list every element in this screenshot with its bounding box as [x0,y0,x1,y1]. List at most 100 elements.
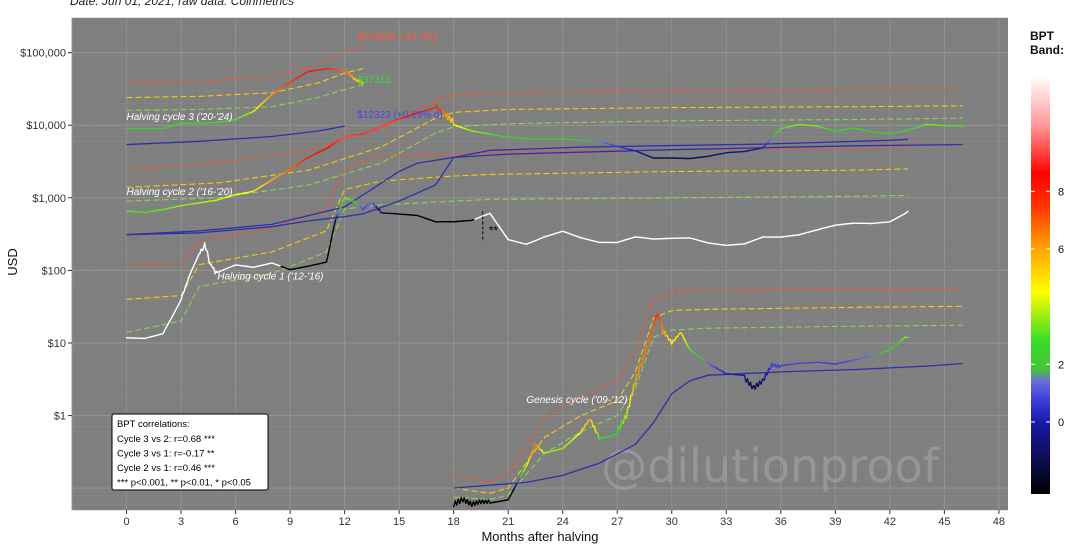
x-tick-label: 6 [233,516,239,528]
x-tick-label: 48 [993,516,1005,528]
x-tick-label: 15 [393,516,405,528]
price-segment [625,406,629,419]
price-lines [125,68,964,508]
price-segment [768,137,773,143]
x-axis: 0 3 6 9 12 15 18 21 24 27 30 33 36 39 42 45 48 [123,510,1005,528]
price-segment [590,420,594,428]
band-line [453,305,963,494]
price-segment [593,426,597,434]
price-segment [610,143,618,148]
price-segment [183,285,187,293]
price-segment [495,221,500,228]
cycle-labels: Halving cycle 3 ('20-'24) Halving cycle 2… [127,112,628,406]
marker-text: ** [489,223,499,237]
price-annotations: $37313 $103685 (-64.0%) $12323 (+0.19% d) [357,32,442,121]
price-segment [340,199,344,207]
price-segment [643,346,647,358]
price-segment [333,219,337,228]
price-segment [337,207,341,214]
significance-marker: ** [482,211,499,242]
price-segment [763,373,767,381]
price-segment [328,239,332,249]
x-tick-label: 21 [502,516,514,528]
band-line [453,288,963,483]
price-segment [203,242,207,250]
price-segment [592,140,600,143]
price-annotation: $103685 (-64.0%) [357,32,437,43]
price-segment [746,378,750,386]
cycle-label: Halving cycle 3 ('20-'24) [127,112,233,123]
cycle-label: Halving cycle 1 ('12-'16) [217,271,323,282]
price-segment [653,319,656,327]
band-line [126,168,909,300]
base-line [453,362,963,489]
x-tick-label: 18 [448,516,460,528]
price-segment [501,230,506,237]
price-segment [580,139,588,142]
correlation-line: Cycle 3 vs 2: r=0.68 *** [117,434,215,445]
legend-tick-label: 0 [1058,417,1064,429]
chart-subtitle: Date: Jun 01, 2021, raw data: Coinmetric… [70,0,295,8]
price-segment [325,254,329,263]
price-segment [498,225,503,232]
price-segment [663,330,667,337]
x-tick-label: 3 [178,516,184,528]
price-segment [604,142,612,146]
legend-colorbar [1031,76,1050,494]
correlation-line: *** p<0.001, ** p<0.01, * p<0.05 [117,478,251,489]
price-segment [619,420,623,430]
base-line [126,143,963,236]
price-segment [522,465,528,473]
base-line [126,138,909,236]
price-segment [904,210,909,215]
price-segment [519,470,524,478]
price-segment [666,334,670,341]
correlation-line: Cycle 3 vs 1: r=-0.17 ** [117,449,215,460]
price-segment [766,367,770,376]
band-line [126,105,963,188]
price-segment [334,214,338,221]
y-tick-label: $10 [48,338,66,350]
band-line [126,88,963,170]
legend-title: Band: [1030,43,1064,57]
price-segment [492,216,497,223]
legend-title: BPT [1030,29,1055,43]
price-segment [637,364,641,376]
price-segment [616,425,620,435]
correlation-box: BPT correlations: Cycle 3 vs 2: r=0.68 **… [111,413,269,491]
price-segment [760,378,764,385]
legend-tick-label: 8 [1058,186,1064,198]
watermark: @dilutionproof [601,439,940,493]
price-annotation: $37313 [357,75,391,86]
price-segment [749,381,753,390]
price-segment [165,321,170,329]
price-segment [646,337,650,348]
price-segment [489,212,494,219]
price-annotation: $12323 (+0.19% d) [357,110,442,121]
y-axis-title: USD [5,248,20,275]
base-lines [126,125,963,489]
price-segment [331,225,335,235]
bpt-band-lines [126,46,963,500]
x-tick-label: 24 [557,516,569,528]
price-segment [516,476,521,484]
price-segment [162,327,167,335]
cycle-label: Halving cycle 2 ('16-'20) [127,187,233,198]
price-segment [616,145,624,149]
price-segment [765,140,770,146]
band-line [126,46,363,84]
legend-tick-label: 2 [1058,359,1064,371]
x-tick-label: 12 [338,516,350,528]
price-segment [649,328,653,339]
y-tick-label: $100 [42,265,66,277]
price-segment [761,144,767,149]
band-line [453,324,963,500]
x-axis-title: Months after halving [481,529,598,544]
price-segment [777,127,782,133]
y-tick-label: $100,000 [20,48,66,60]
price-segment [640,355,644,367]
price-segment [622,415,626,425]
legend-tick-label: 6 [1058,244,1064,256]
price-segment [596,432,600,440]
